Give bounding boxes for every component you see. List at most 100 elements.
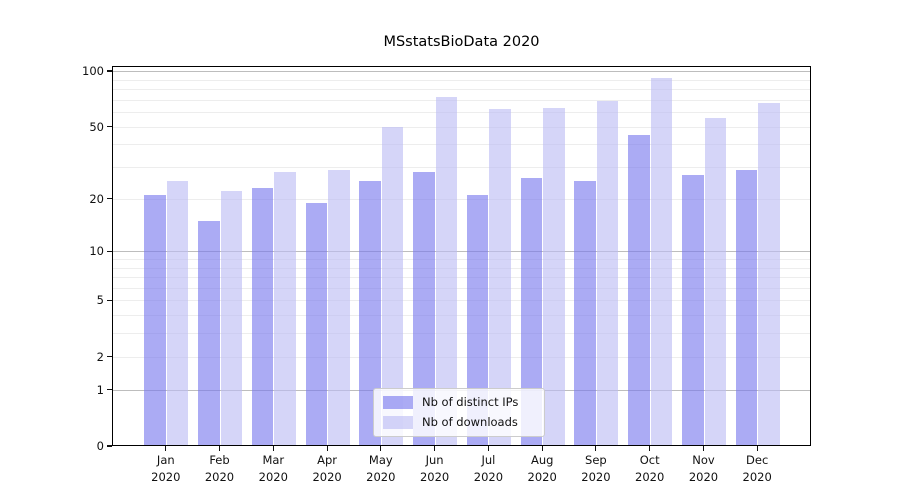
x-tick-month: Dec xyxy=(746,453,769,467)
x-tick-label: Oct 2020 xyxy=(623,452,677,485)
minor-gridline xyxy=(112,277,811,278)
bar-oct-downloads xyxy=(650,77,673,446)
x-tick-mark xyxy=(702,446,705,451)
y-tick-label: 100 xyxy=(82,64,104,78)
bar-apr-distinct-ips xyxy=(305,202,328,446)
x-tick-label: Jul 2020 xyxy=(461,452,515,485)
x-tick-mark xyxy=(165,446,167,451)
bar-feb-downloads xyxy=(220,191,242,446)
bar-sep-downloads xyxy=(596,100,619,446)
bar-nov-downloads xyxy=(704,117,726,446)
x-tick-year: 2020 xyxy=(581,469,611,484)
x-tick-mark xyxy=(649,446,651,451)
bar-aug-distinct-ips xyxy=(520,178,543,446)
plot-area xyxy=(112,66,811,446)
minor-gridline xyxy=(112,267,811,269)
x-tick-month: Sep xyxy=(585,453,607,467)
x-tick-year: 2020 xyxy=(742,469,772,484)
y-tick-label: 10 xyxy=(89,244,104,259)
legend-label-downloads: Nb of downloads xyxy=(422,415,518,429)
bar-nov-distinct-ips xyxy=(682,175,704,446)
x-tick-year: 2020 xyxy=(151,469,181,484)
major-gridline xyxy=(112,251,811,253)
y-tick-label: 5 xyxy=(96,293,104,308)
minor-gridline xyxy=(112,126,811,128)
x-tick-label: Nov 2020 xyxy=(677,452,731,485)
major-gridline xyxy=(112,71,811,72)
x-tick-year: 2020 xyxy=(635,469,665,484)
legend: Nb of distinct IPs Nb of downloads xyxy=(373,388,545,437)
x-tick-month: Nov xyxy=(692,453,715,467)
minor-gridline xyxy=(112,144,811,146)
x-tick-month: Oct xyxy=(639,453,660,467)
bar-may-downloads xyxy=(381,126,404,446)
x-tick-year: 2020 xyxy=(366,469,396,484)
x-tick-month: Jan xyxy=(156,453,175,467)
x-tick-year: 2020 xyxy=(204,469,235,484)
x-tick-label: Sep 2020 xyxy=(569,452,623,485)
y-tick-mark xyxy=(107,299,112,301)
chart-title: MSstatsBioData 2020 xyxy=(383,34,540,50)
x-tick-mark xyxy=(380,446,382,451)
bar-aug-downloads xyxy=(543,108,565,446)
y-tick-mark xyxy=(107,356,112,358)
minor-gridline xyxy=(112,315,811,317)
x-tick-label: Dec 2020 xyxy=(730,452,784,485)
x-tick-month: Mar xyxy=(262,453,285,467)
bar-jun-downloads xyxy=(435,97,458,446)
minor-gridline xyxy=(112,167,811,168)
x-tick-year: 2020 xyxy=(688,469,719,484)
x-tick-mark xyxy=(595,446,597,451)
minor-gridline xyxy=(112,356,811,358)
bar-apr-downloads xyxy=(328,169,350,446)
x-tick-year: 2020 xyxy=(419,469,450,484)
y-tick-mark xyxy=(107,70,112,72)
x-tick-label: Apr 2020 xyxy=(300,452,354,485)
bar-jan-downloads xyxy=(166,181,189,446)
y-tick-label: 50 xyxy=(89,119,104,134)
x-tick-mark xyxy=(218,446,221,451)
bar-mar-downloads xyxy=(274,172,296,446)
x-tick-mark xyxy=(434,446,436,451)
legend-swatch-distinct-ips xyxy=(383,396,413,409)
y-tick-mark xyxy=(107,125,112,128)
minor-gridline xyxy=(112,198,811,200)
x-tick-label: Aug 2020 xyxy=(515,452,569,485)
minor-gridline xyxy=(112,79,811,81)
x-tick-label: Feb 2020 xyxy=(193,452,247,485)
bar-feb-distinct-ips xyxy=(198,220,220,446)
legend-swatch-downloads xyxy=(383,416,413,429)
minor-gridline xyxy=(112,333,811,335)
y-tick-mark xyxy=(107,389,112,391)
legend-label-distinct-ips: Nb of distinct IPs xyxy=(422,395,519,409)
bar-oct-distinct-ips xyxy=(628,134,650,446)
y-tick-label: 20 xyxy=(89,191,104,206)
bar-mar-distinct-ips xyxy=(251,187,274,446)
x-tick-year: 2020 xyxy=(527,469,557,484)
y-tick-label: 1 xyxy=(96,382,104,397)
x-tick-year: 2020 xyxy=(312,469,342,484)
bar-jan-distinct-ips xyxy=(144,194,166,446)
minor-gridline xyxy=(112,287,811,289)
x-tick-mark xyxy=(487,446,489,451)
x-tick-mark xyxy=(756,446,758,451)
x-tick-month: Jul xyxy=(481,453,496,467)
bar-jul-downloads xyxy=(489,109,511,446)
x-tick-year: 2020 xyxy=(473,469,504,484)
minor-gridline xyxy=(112,112,811,113)
bar-dec-distinct-ips xyxy=(735,169,758,446)
minor-gridline xyxy=(112,99,811,101)
y-tick-label: 0 xyxy=(96,439,104,453)
x-tick-label: May 2020 xyxy=(354,452,408,485)
x-tick-month: May xyxy=(368,453,393,467)
legend-item-distinct-ips: Nb of distinct IPs xyxy=(383,395,535,410)
y-tick-mark xyxy=(107,198,112,200)
minor-gridline xyxy=(112,300,811,302)
x-tick-month: Apr xyxy=(317,453,338,467)
minor-gridline xyxy=(112,88,811,90)
y-tick-mark xyxy=(107,250,112,252)
bar-jun-distinct-ips xyxy=(413,172,435,446)
x-tick-month: Feb xyxy=(209,453,230,467)
bar-dec-downloads xyxy=(758,103,780,446)
